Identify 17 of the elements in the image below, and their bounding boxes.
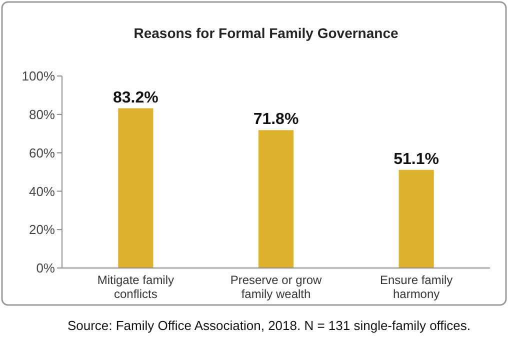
source-note: Source: Family Office Association, 2018. N = 131 single-family offices. [67, 318, 471, 333]
bar [258, 130, 294, 268]
y-tick-label: 40% [28, 184, 56, 199]
data-label: 83.2% [112, 89, 158, 106]
bar [118, 108, 154, 268]
x-tick-label: Mitigate family conflicts [97, 273, 174, 301]
y-tick-label: 20% [28, 222, 56, 238]
x-tick-label: Preserve or grow family wealth [230, 273, 322, 301]
y-tick-label: 100% [22, 68, 56, 84]
y-tick-label: 80% [28, 106, 56, 122]
chart-title: Reasons for Formal Family Governance [134, 25, 398, 41]
y-tick-label: 60% [28, 145, 56, 160]
x-tick-label: Ensure family harmony [380, 273, 453, 301]
y-tick-label: 0% [36, 260, 56, 276]
data-label: 71.8% [253, 111, 299, 128]
bar [398, 170, 434, 268]
data-label: 51.1% [394, 150, 440, 168]
